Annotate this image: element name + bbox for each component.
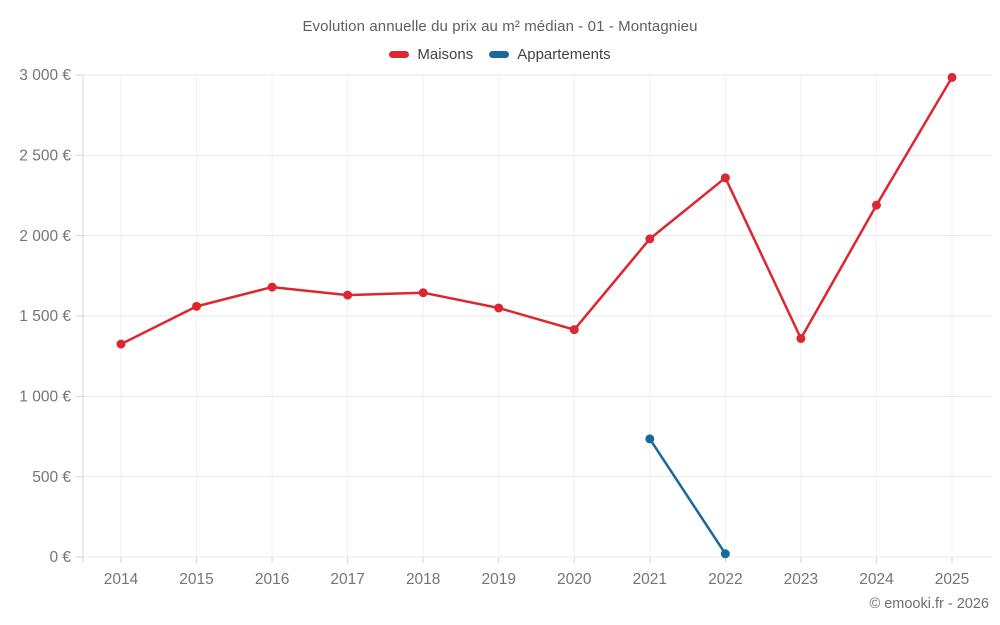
data-point-maisons-2017[interactable] [343,290,353,300]
maisons-series-swatch-icon [389,51,410,58]
legend-label-appartements: Appartements [517,46,611,63]
x-tick-label: 2021 [633,571,667,588]
x-tick-label: 2025 [935,571,969,588]
data-point-maisons-2024[interactable] [871,200,881,210]
legend-label-maisons: Maisons [417,46,474,63]
x-tick-label: 2023 [784,571,818,588]
legend: Maisons Appartements [0,46,1000,63]
data-point-maisons-2016[interactable] [267,282,277,292]
x-tick-label: 2015 [179,571,213,588]
data-point-maisons-2019[interactable] [494,303,504,313]
x-tick-label: 2019 [481,571,515,588]
y-tick-label: 1 500 € [19,308,71,325]
data-point-maisons-2014[interactable] [116,339,126,349]
series-line-maisons [119,76,954,346]
x-tick-label: 2016 [255,571,289,588]
y-tick-label: 1 000 € [19,389,71,406]
y-tick-label: 2 500 € [19,148,71,165]
x-tick-label: 2022 [708,571,742,588]
series-line-appartements [648,437,727,556]
y-tick-label: 2 000 € [19,228,71,245]
y-tick-label: 3 000 € [19,67,71,84]
x-tick-label: 2017 [330,571,364,588]
data-point-maisons-2023[interactable] [796,333,806,343]
x-tick-label: 2014 [104,571,139,588]
appartements-series-swatch-icon [489,51,510,58]
data-point-maisons-2015[interactable] [192,301,202,311]
data-point-maisons-2021[interactable] [645,234,655,244]
data-point-maisons-2018[interactable] [418,288,428,298]
x-tick-label: 2018 [406,571,440,588]
x-tick-label: 2020 [557,571,592,588]
chart-title: Evolution annuelle du prix au m² médian … [302,18,698,35]
copyright: © emooki.fr - 2026 [869,596,989,612]
legend-item-appartements[interactable]: Appartements [489,46,611,63]
y-tick-label: 500 € [32,469,71,486]
data-point-maisons-2022[interactable] [720,173,730,183]
y-tick-label: 0 € [49,549,71,566]
data-point-maisons-2025[interactable] [947,72,957,82]
data-point-appartements-2022[interactable] [720,549,730,559]
x-tick-label: 2024 [859,571,894,588]
data-point-appartements-2021[interactable] [645,434,655,444]
legend-item-maisons[interactable]: Maisons [389,46,473,63]
data-point-maisons-2020[interactable] [569,325,579,335]
